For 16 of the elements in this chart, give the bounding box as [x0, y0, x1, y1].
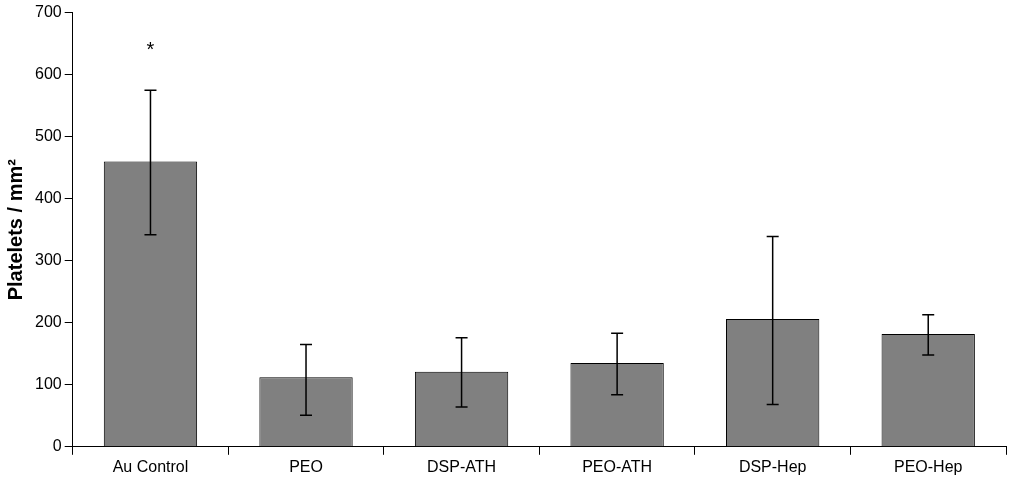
x-tick-label: PEO-Hep — [893, 457, 963, 475]
y-axis-title: Platelets / mm² — [3, 158, 26, 301]
x-tick-label: Au Control — [112, 457, 189, 475]
y-tick-label: 500 — [34, 127, 62, 145]
x-tick-label: PEO-ATH — [582, 457, 653, 475]
y-tick-label: 400 — [34, 189, 62, 207]
y-tick-label: 100 — [34, 375, 62, 393]
annotation: * — [146, 37, 155, 60]
y-tick-label: 0 — [52, 437, 62, 455]
y-tick-label: 200 — [34, 313, 62, 331]
x-tick-label: DSP-ATH — [427, 457, 497, 475]
y-tick-label: 300 — [34, 251, 62, 269]
y-tick-label: 600 — [34, 65, 62, 83]
x-tick-label: DSP-Hep — [738, 457, 807, 475]
y-tick-label: 700 — [34, 3, 62, 21]
x-tick-label: PEO — [289, 457, 323, 475]
